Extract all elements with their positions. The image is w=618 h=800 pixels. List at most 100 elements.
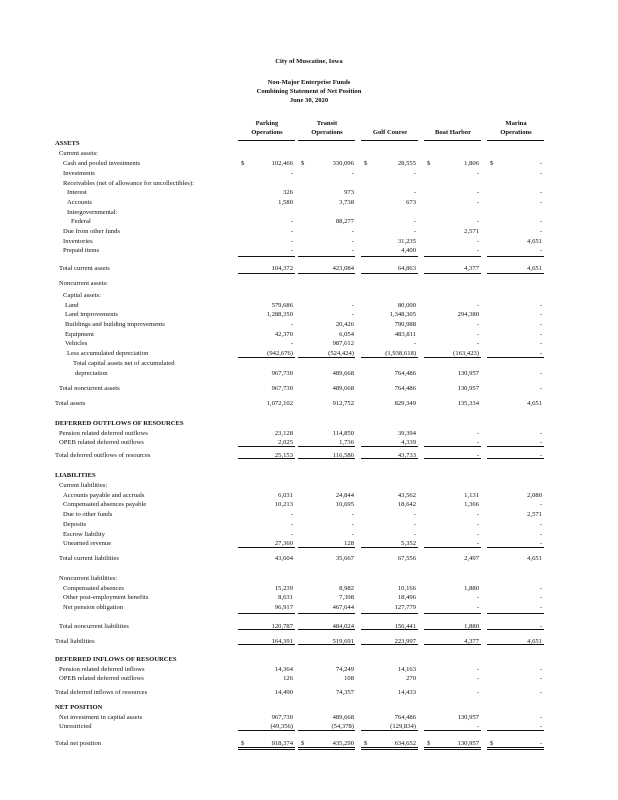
row-label: Due from other funds [63,228,120,235]
underline [487,357,544,358]
cell-value: 4,651 [527,638,542,645]
cell-value: 4,377 [464,638,479,645]
underline [238,547,295,548]
row-label: Capital assets: [63,292,101,299]
cell-value: - [476,531,479,538]
cell-value: 1,288,350 [266,311,293,318]
cell-value: 14,433 [397,689,416,696]
cell-value: - [539,540,542,547]
cell-value: 14,163 [397,666,416,673]
cell-value: 1,580 [278,199,293,206]
row-label: Net investment in capital assets [59,714,143,721]
cell-value: - [539,430,542,437]
underline [361,273,418,274]
underline [238,357,295,358]
cell-value: 634,652 [394,740,416,747]
row-label: Investments [63,170,95,177]
cell-value: 489,668 [332,370,354,377]
currency-symbol: $ [241,740,245,747]
cell-value: - [539,501,542,508]
underline [238,446,295,447]
section-heading: NET POSITION [55,704,103,711]
cell-value: - [539,218,542,225]
cell-value: - [290,521,293,528]
currency-symbol: $ [241,160,245,167]
cell-value: 489,668 [332,385,354,392]
cell-value: 135,334 [457,400,479,407]
cell-value: - [290,340,293,347]
underline [487,273,544,274]
row-label: Receivables (net of allowance for uncoll… [63,180,194,187]
cell-value: 918,374 [271,740,293,747]
cell-value: - [290,228,293,235]
cell-value: - [413,218,416,225]
cell-value: 18,496 [397,594,416,601]
cell-value: - [476,452,479,459]
cell-value: 43,733 [397,452,416,459]
cell-value: - [476,675,479,682]
row-label: Deposits [63,521,87,528]
row-label: Current liabilities: [59,482,108,489]
cell-value: - [539,740,542,747]
cell-value: - [351,511,354,518]
cell-value: 126 [283,675,293,682]
cell-value: - [351,311,354,318]
currency-symbol: $ [490,740,494,747]
cell-value: 6,054 [339,331,354,338]
row-label: Unearned revenue [63,540,112,547]
cell-value: 15,239 [274,585,293,592]
cell-value: - [539,714,542,721]
cell-value: 2,080 [527,492,542,499]
row-label: Due to other funds [63,511,113,518]
cell-value: 1,806 [464,160,479,167]
cell-value: - [413,531,416,538]
cell-value: 25,153 [274,452,293,459]
cell-value: - [413,170,416,177]
cell-value: - [290,321,293,328]
cell-value: 435,290 [332,740,354,747]
column-header-line2: Operations [500,129,532,136]
cell-value: 294,380 [457,311,479,318]
column-header-line1: Marina [505,120,527,127]
cell-value: 1,348,305 [389,311,416,318]
cell-value: - [476,666,479,673]
row-label: Compensated absences payable [63,501,147,508]
cell-value: - [413,228,416,235]
cell-value: 987,612 [332,340,354,347]
cell-value: - [476,723,479,730]
underline [238,629,295,630]
cell-value: - [413,511,416,518]
cell-value: - [539,531,542,538]
cell-value: 14,490 [274,689,293,696]
underline [238,644,295,645]
cell-value: - [539,170,542,177]
cell-value: 330,096 [332,160,354,167]
underline [361,256,418,257]
underline [238,256,295,257]
row-label: Intergovernmental: [67,209,118,216]
cell-value: 4,651 [527,238,542,245]
cell-value: - [476,340,479,347]
cell-value: - [290,247,293,254]
cell-value: 130,957 [457,385,479,392]
underline [487,547,544,548]
underline [487,256,544,257]
underline [298,357,355,358]
row-label: Accounts [67,199,92,206]
underline [424,256,481,257]
cell-value: - [539,189,542,196]
cell-value: - [539,302,542,309]
row-label: Current assets: [59,150,99,157]
cell-value: 108 [344,675,354,682]
underline [487,629,544,630]
row-label: Vehicles [65,340,88,347]
cell-value: - [290,531,293,538]
cell-value: 4,651 [527,555,542,562]
cell-value: 967,730 [271,370,293,377]
cell-value: - [413,521,416,528]
cell-value: - [539,321,542,328]
row-label: Less accumulated depreciation [67,350,149,357]
cell-value: - [539,199,542,206]
cell-value: 1,880 [464,585,479,592]
cell-value: 3,738 [339,199,354,206]
